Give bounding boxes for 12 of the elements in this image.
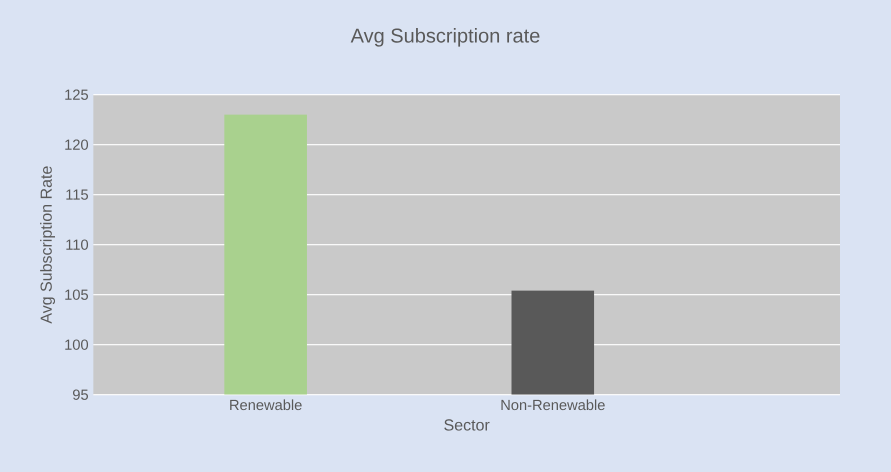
x-tick-label: Renewable (230, 399, 302, 410)
y-tick-label: 115 (66, 190, 88, 200)
x-tick-label: Non-Renewable (501, 399, 605, 410)
y-tick-label: 120 (65, 139, 88, 150)
y-tick-label: 95 (73, 389, 88, 400)
x-axis-title: Sector (444, 419, 490, 431)
y-axis-title: Avg Subscription Rate (40, 166, 56, 324)
y-tick-label: 105 (65, 289, 88, 300)
y-tick-label: 100 (65, 339, 88, 350)
chart-title: Avg Subscription rate (350, 28, 540, 47)
y-tick-label: 125 (65, 89, 88, 100)
y-tick-label: 110 (66, 239, 88, 250)
